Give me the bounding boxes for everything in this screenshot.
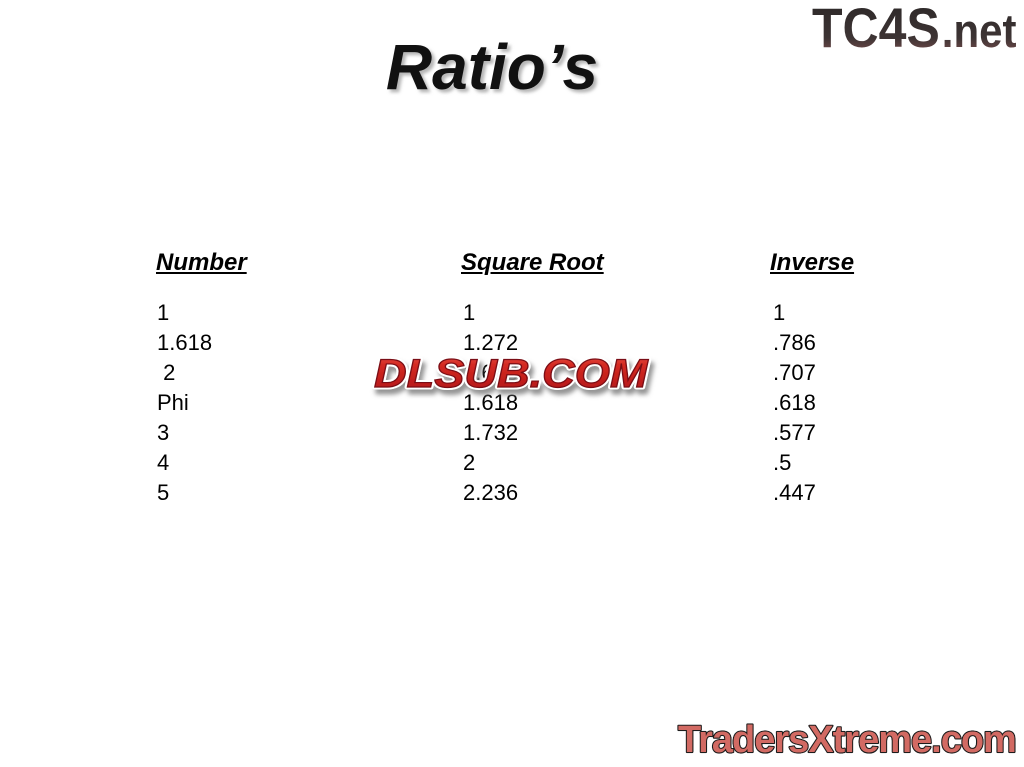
svg-text:TradersXtreme.com: TradersXtreme.com xyxy=(678,719,1016,761)
svg-text:TC4S.net: TC4S.net xyxy=(812,0,1017,55)
